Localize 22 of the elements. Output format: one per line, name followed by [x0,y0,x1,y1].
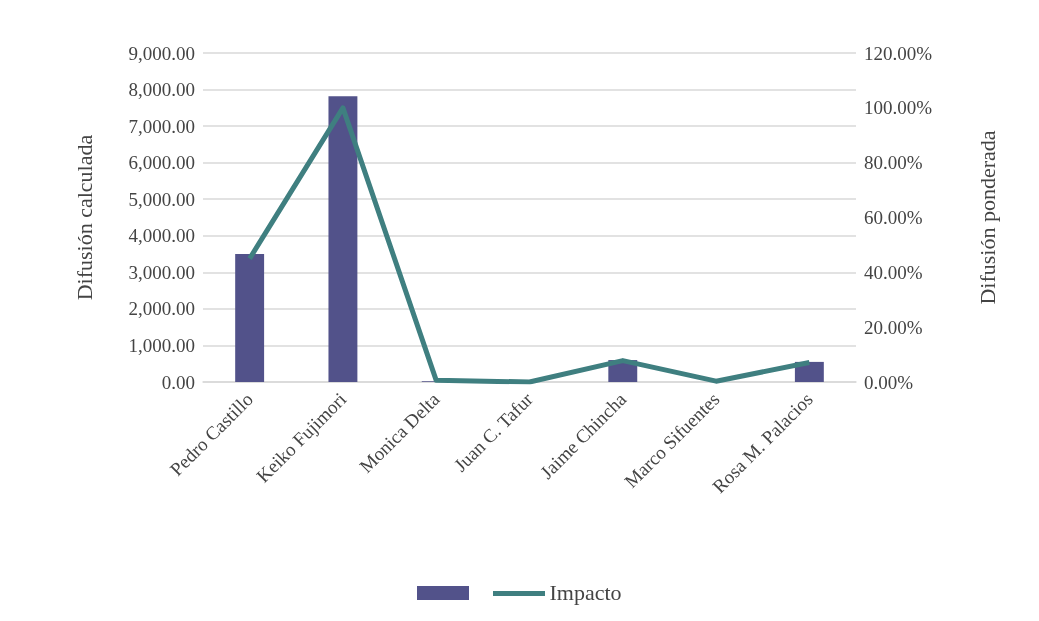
y-tick-label: 8,000.00 [128,79,195,101]
bar [235,254,265,382]
y2-tick-label: 60.00% [864,207,923,228]
legend-label: Impacto [549,580,622,606]
y2-tick-label: 0.00% [864,371,914,393]
y-tick-label: 4,000.00 [128,225,195,247]
y-tick-label: 3,000.00 [128,261,195,283]
y2-tick-label: 100.00% [864,97,933,119]
y-tick-label: 5,000.00 [128,188,195,210]
y-tick-label: 6,000.00 [128,152,195,174]
y2-tick-label: 80.00% [864,152,923,174]
y2-tick-label: 20.00% [864,316,923,338]
y2-tick-label: 40.00% [864,261,923,283]
y-tick-label: 1,000.00 [128,334,195,356]
y2-axis-title: Difusión ponderada [974,130,1000,305]
bar [328,96,358,382]
y2-tick-label: 120.00% [864,42,933,64]
y-tick-label: 2,000.00 [128,298,195,320]
y-axis-title: Difusión calculada [71,134,97,301]
y-tick-label: 9,000.00 [128,42,195,64]
y-tick-label: 7,000.00 [128,115,195,137]
y-tick-label: 0.00 [161,371,195,393]
